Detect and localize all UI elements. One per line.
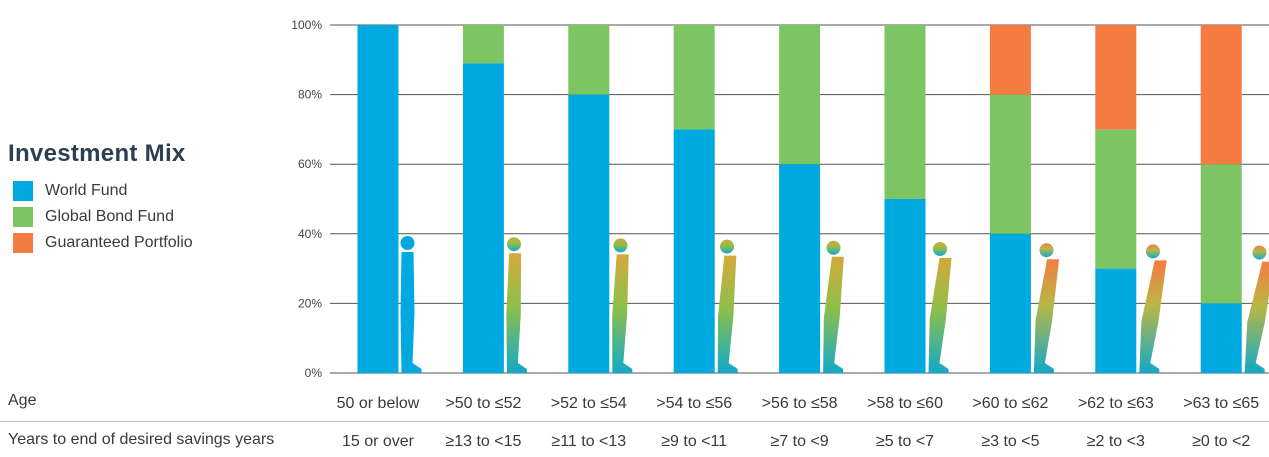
- x-tick-label: >58 to ≤60: [867, 395, 943, 412]
- legend-swatch: [13, 207, 33, 227]
- secondary-x-tick-label: ≥5 to <7: [876, 433, 934, 450]
- bar-segment-world-fund: [358, 25, 399, 373]
- person-head: [401, 236, 415, 250]
- bar-segment-world-fund: [674, 129, 715, 373]
- y-tick-label: 20%: [298, 296, 322, 310]
- x-axis-labels: 50 or below 15 or over >50 to ≤52 ≥13 to <1…: [337, 395, 1260, 450]
- legend-label: Global Bond Fund: [45, 208, 174, 226]
- person-head: [1040, 243, 1054, 257]
- bar-segment-guaranteed-portfolio: [990, 25, 1031, 95]
- secondary-x-tick-label: ≥9 to <11: [661, 433, 727, 450]
- person-figures: [401, 236, 1269, 373]
- bar-segment-global-bond-fund: [990, 95, 1031, 234]
- legend-item-world-fund: World Fund: [8, 178, 193, 204]
- bar-segment-global-bond-fund: [1095, 129, 1136, 268]
- person-body: [929, 258, 952, 373]
- secondary-x-tick-label: ≥2 to <3: [1087, 433, 1145, 450]
- legend-item-guaranteed-portfolio: Guaranteed Portfolio: [8, 230, 193, 256]
- bar-segment-guaranteed-portfolio: [1201, 25, 1242, 164]
- person-head: [1253, 246, 1267, 260]
- person-head: [507, 237, 521, 251]
- person-figure: [823, 241, 844, 373]
- person-head: [933, 242, 947, 256]
- x-tick-label: >62 to ≤63: [1078, 395, 1154, 412]
- y-tick-label: 100%: [291, 18, 322, 32]
- person-body: [1139, 260, 1166, 373]
- bar-segment-world-fund: [990, 234, 1031, 373]
- legend-swatch: [13, 233, 33, 253]
- person-head: [1146, 244, 1160, 258]
- x-tick-label: 50 or below: [337, 395, 420, 412]
- secondary-x-tick-label: ≥11 to <13: [551, 433, 626, 450]
- bars: [358, 25, 1242, 373]
- x-tick-label: >54 to ≤56: [656, 395, 732, 412]
- x-tick-label: >52 to ≤54: [551, 395, 627, 412]
- person-head: [827, 241, 841, 255]
- legend-item-global-bond-fund: Global Bond Fund: [8, 204, 193, 230]
- x-tick-label: >60 to ≤62: [972, 395, 1048, 412]
- bar-segment-world-fund: [568, 95, 609, 373]
- age-row-label: Age: [8, 392, 36, 410]
- person-body: [823, 257, 844, 373]
- legend: Investment Mix World Fund Global Bond Fu…: [8, 140, 193, 256]
- person-figure: [1139, 244, 1166, 373]
- person-head: [614, 238, 628, 252]
- bar-segment-world-fund: [779, 164, 820, 373]
- secondary-x-tick-label: ≥3 to <5: [981, 433, 1039, 450]
- bar-segment-world-fund: [885, 199, 926, 373]
- bar-segment-global-bond-fund: [674, 25, 715, 129]
- legend-label: World Fund: [45, 182, 127, 200]
- person-figure: [929, 242, 952, 373]
- y-tick-label: 80%: [298, 88, 322, 102]
- secondary-x-tick-label: ≥7 to <9: [771, 433, 829, 450]
- person-figure: [718, 240, 738, 373]
- bar-segment-global-bond-fund: [568, 25, 609, 95]
- secondary-x-tick-label: ≥0 to <2: [1192, 433, 1250, 450]
- row-divider: [0, 421, 1269, 422]
- bar-segment-world-fund: [1095, 269, 1136, 373]
- bar-segment-world-fund: [463, 63, 504, 373]
- person-figure: [506, 237, 527, 373]
- person-head: [720, 240, 734, 254]
- y-axis-ticks: 0% 20% 40% 60% 80% 100%: [291, 18, 322, 380]
- person-figure: [1034, 243, 1059, 373]
- person-body: [506, 253, 527, 373]
- bar-segment-global-bond-fund: [463, 25, 504, 63]
- y-tick-label: 60%: [298, 157, 322, 171]
- y-tick-label: 40%: [298, 227, 322, 241]
- bar-segment-world-fund: [1201, 303, 1242, 373]
- person-body: [1245, 262, 1269, 373]
- person-body: [612, 254, 632, 373]
- person-figure: [612, 238, 632, 373]
- legend-swatch: [13, 181, 33, 201]
- bar-segment-global-bond-fund: [885, 25, 926, 199]
- person-body: [1034, 259, 1059, 373]
- bar-segment-guaranteed-portfolio: [1095, 25, 1136, 129]
- y-tick-label: 0%: [305, 366, 323, 380]
- secondary-x-tick-label: ≥13 to <15: [445, 433, 521, 450]
- x-tick-label: >56 to ≤58: [762, 395, 838, 412]
- years-row-label: Years to end of desired savings years: [8, 431, 274, 449]
- bar-segment-global-bond-fund: [1201, 164, 1242, 303]
- person-figure: [1245, 246, 1269, 373]
- legend-title: Investment Mix: [8, 140, 193, 168]
- person-body: [718, 256, 738, 373]
- secondary-x-tick-label: 15 or over: [342, 433, 415, 450]
- x-tick-label: >63 to ≤65: [1183, 395, 1259, 412]
- legend-label: Guaranteed Portfolio: [45, 234, 193, 252]
- bar-segment-global-bond-fund: [779, 25, 820, 164]
- person-body: [401, 252, 422, 373]
- x-tick-label: >50 to ≤52: [445, 395, 521, 412]
- person-figure: [401, 236, 422, 373]
